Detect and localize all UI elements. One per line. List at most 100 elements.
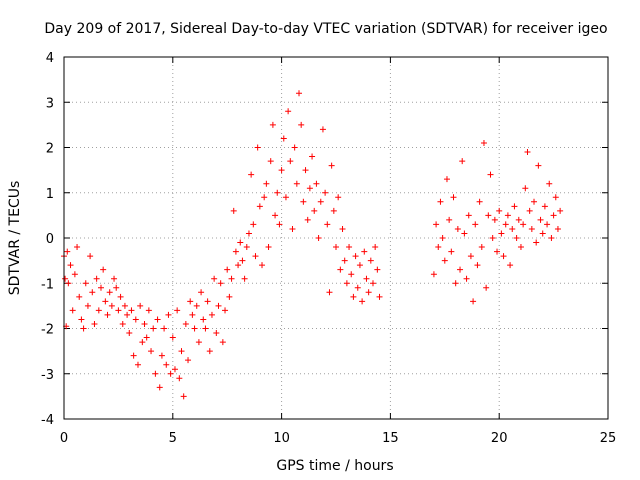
data-point — [208, 311, 215, 318]
data-point — [134, 361, 141, 368]
data-point — [191, 325, 198, 332]
data-point — [193, 302, 200, 309]
data-point — [315, 235, 322, 241]
data-point — [137, 302, 144, 309]
data-point — [82, 280, 89, 287]
data-point — [91, 320, 98, 327]
data-point — [219, 339, 226, 346]
data-point — [507, 262, 514, 269]
data-point — [522, 185, 529, 192]
data-point — [439, 235, 446, 241]
data-point — [261, 194, 268, 201]
data-point — [365, 289, 372, 296]
data-point — [108, 302, 115, 309]
data-point — [311, 207, 318, 214]
data-point — [235, 262, 242, 269]
data-point — [511, 203, 518, 210]
data-point — [498, 230, 505, 237]
data-point — [548, 235, 555, 241]
data-point — [333, 244, 339, 251]
y-tick-labels: -4 -3 -2 -1 0 1 2 3 4 — [41, 51, 54, 428]
data-point — [178, 348, 185, 355]
data-point — [117, 293, 124, 300]
data-point — [337, 266, 344, 273]
x-axis-label: GPS time / hours — [276, 458, 393, 474]
data-point — [228, 275, 235, 282]
data-point — [470, 298, 477, 305]
data-point — [330, 207, 337, 214]
data-point — [97, 284, 104, 291]
data-point — [65, 280, 72, 287]
y-tick-label: 0 — [46, 232, 54, 247]
data-point — [487, 171, 494, 178]
data-point — [174, 307, 181, 314]
data-point — [356, 262, 363, 269]
data-point — [430, 271, 437, 278]
data-point — [163, 361, 170, 368]
data-point — [317, 198, 324, 205]
data-point — [552, 194, 559, 201]
data-point — [437, 198, 444, 205]
data-point — [319, 126, 326, 133]
data-point — [454, 225, 461, 232]
data-point — [272, 212, 279, 219]
y-tick-label: 2 — [46, 142, 54, 157]
data-point — [359, 298, 366, 305]
data-point — [204, 298, 211, 305]
data-point — [520, 221, 527, 228]
data-point — [472, 221, 479, 228]
x-tick-label: 0 — [60, 431, 68, 446]
data-point — [152, 370, 159, 377]
data-point — [87, 253, 94, 260]
data-point — [128, 307, 135, 314]
data-point — [102, 298, 109, 305]
data-point — [537, 216, 544, 223]
data-point — [324, 221, 331, 228]
data-point — [213, 330, 220, 337]
data-point — [115, 307, 122, 314]
data-point — [254, 144, 261, 151]
data-point — [274, 189, 281, 196]
data-point — [531, 198, 538, 205]
data-point — [211, 275, 218, 282]
data-point — [84, 302, 91, 309]
data-point — [463, 275, 470, 282]
data-point — [226, 293, 233, 300]
data-point — [446, 216, 453, 223]
data-point — [328, 162, 335, 169]
x-tick-label: 15 — [382, 431, 399, 446]
data-point — [202, 325, 209, 332]
data-point — [509, 225, 516, 232]
data-point — [557, 207, 564, 214]
data-point — [339, 225, 346, 232]
data-point — [476, 198, 483, 205]
data-point — [217, 280, 224, 287]
data-point — [282, 194, 289, 201]
data-point — [239, 257, 246, 264]
x-tick-labels: 0 5 10 15 20 25 — [60, 431, 616, 446]
data-point — [535, 162, 542, 169]
data-point — [167, 370, 174, 377]
chart-title: Day 209 of 2017, Sidereal Day-to-day VTE… — [44, 21, 607, 37]
data-point — [533, 239, 540, 246]
data-point — [161, 325, 168, 332]
data-point — [302, 167, 309, 174]
y-tick-label: -4 — [41, 413, 54, 428]
data-point — [269, 121, 276, 128]
y-tick-label: -3 — [41, 368, 54, 383]
data-point — [287, 158, 294, 165]
data-point — [241, 275, 248, 282]
data-point — [350, 293, 357, 300]
plot-frame — [63, 56, 609, 420]
data-point — [300, 198, 307, 205]
data-point — [245, 230, 252, 237]
data-point — [113, 284, 120, 291]
data-point — [195, 339, 202, 346]
y-axis-label: SDTVAR / TECUs — [7, 181, 23, 296]
data-point — [374, 266, 381, 273]
data-point — [169, 334, 176, 341]
data-point — [111, 275, 118, 282]
data-point — [76, 293, 83, 300]
data-point — [539, 230, 546, 237]
data-point — [104, 311, 111, 318]
